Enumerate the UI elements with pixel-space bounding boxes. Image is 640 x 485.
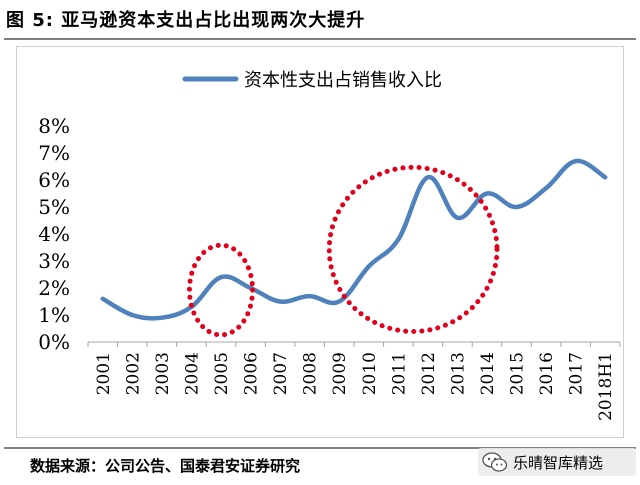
x-axis: [87, 341, 621, 347]
y-tick-label: 0%: [38, 330, 70, 354]
x-tick-label: 2008: [301, 352, 321, 395]
x-tick-label: 2010: [360, 352, 380, 395]
series-layer: [100, 158, 608, 321]
legend-label: 资本性支出占销售收入比: [244, 70, 442, 91]
x-tick-label: 2004: [182, 352, 202, 395]
legend: 资本性支出占销售收入比: [182, 70, 442, 91]
x-tick-label: 2001: [94, 352, 114, 395]
x-tick-label: 2009: [330, 352, 350, 395]
y-tick-label: 4%: [38, 222, 70, 246]
y-tick-label: 6%: [38, 168, 70, 192]
source-note: 数据来源：公司公告、国泰君安证券研究: [30, 457, 301, 475]
x-tick-label: 2016: [537, 352, 557, 395]
x-tick-label: 2011: [389, 352, 409, 395]
x-tick-label: 2002: [123, 352, 143, 395]
bottom-rule: [4, 447, 636, 449]
y-axis: 0% 1% 2% 3% 4% 5% 6% 7% 8%: [38, 114, 70, 354]
chart-frame: [16, 46, 624, 438]
highlight-ellipse: [186, 242, 256, 338]
x-tick-label: 2003: [153, 352, 173, 395]
watermark: 乐晴智库精选: [478, 448, 636, 476]
x-tick-label: 2006: [242, 352, 262, 395]
highlight-ellipse: [326, 164, 500, 334]
x-tick-label: 2015: [508, 352, 528, 395]
x-tick-label: 2005: [212, 352, 232, 395]
series-line: [100, 158, 608, 321]
y-tick-label: 1%: [38, 303, 70, 327]
figure-title: 图 5: 亚马逊资本支出占比出现两次大提升: [6, 10, 366, 31]
x-tick-label: 2007: [271, 352, 291, 395]
y-tick-label: 3%: [38, 249, 70, 273]
y-tick-label: 2%: [38, 276, 70, 300]
annotations-layer: [186, 164, 500, 338]
x-tick-label: 2013: [448, 352, 468, 395]
y-tick-label: 7%: [38, 141, 70, 165]
x-tick-label: 2014: [478, 352, 498, 395]
wechat-icon: [482, 452, 508, 472]
top-rule: [4, 38, 636, 40]
x-tick-label: 2017: [567, 352, 587, 395]
x-tick-label: 2018H1: [596, 352, 616, 421]
watermark-text: 乐晴智库精选: [513, 453, 604, 472]
x-tick-labels: 2001 2002 2003 2004 2005 2006 2007 2008 2009 2010…: [94, 352, 616, 421]
x-tick-label: 2012: [419, 352, 439, 395]
y-tick-label: 8%: [38, 114, 70, 138]
y-tick-label: 5%: [38, 195, 70, 219]
